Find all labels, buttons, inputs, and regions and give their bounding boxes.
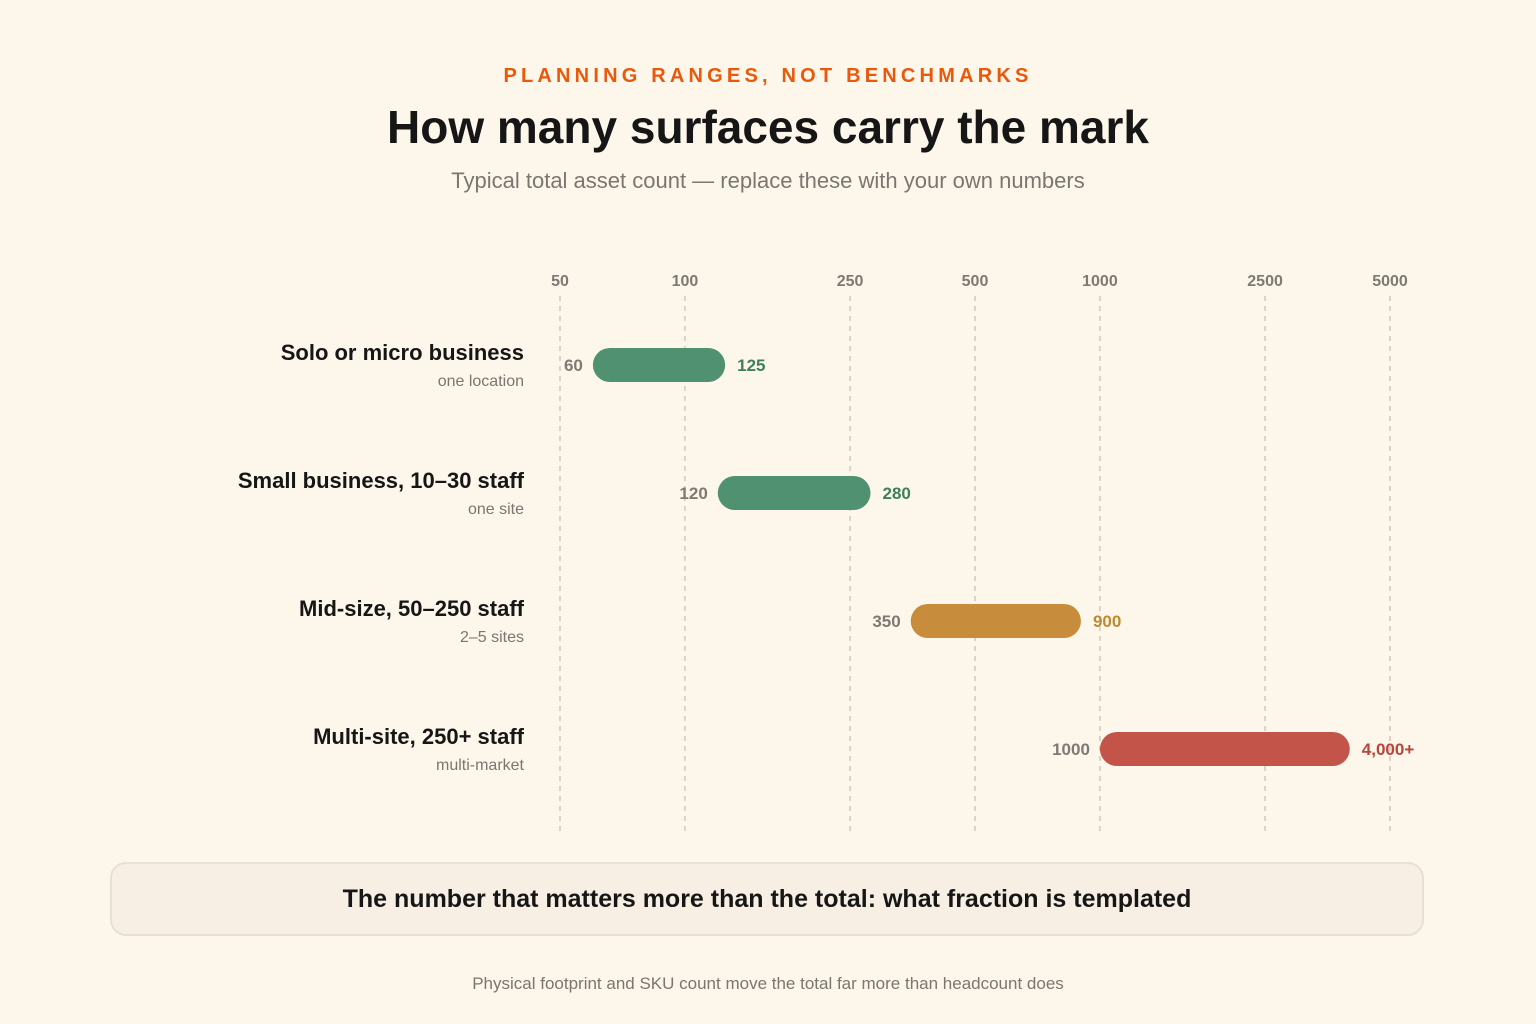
row-sublabel-2: 2–5 sites (460, 629, 524, 646)
range-low-label-0: 60 (564, 356, 583, 375)
row-label-0: Solo or micro business (281, 340, 524, 365)
chart-subtitle: Typical total asset count — replace thes… (451, 168, 1085, 193)
range-bar-1 (717, 476, 871, 510)
row-sublabel-1: one site (468, 501, 524, 518)
row-label-1: Small business, 10–30 staff (238, 468, 525, 493)
range-bar-0 (592, 348, 726, 382)
row-label-2: Mid-size, 50–250 staff (299, 596, 525, 621)
row-sublabel-0: one location (438, 373, 524, 390)
range-bar-2 (910, 604, 1081, 638)
range-bar-3 (1099, 732, 1350, 766)
chart-title: How many surfaces carry the mark (387, 101, 1149, 153)
tick-label-5000: 5000 (1372, 273, 1408, 290)
row-sublabel-3: multi-market (436, 757, 525, 774)
row-label-3: Multi-site, 250+ staff (313, 724, 525, 749)
range-chart: 50 100 250 500 1000 2500 5000 Solo or micro bus… (238, 273, 1415, 834)
range-low-label-3: 1000 (1052, 740, 1090, 759)
tick-label-500: 500 (962, 273, 989, 290)
chart-eyebrow: PLANNING RANGES, NOT BENCHMARKS (503, 65, 1033, 87)
tick-label-100: 100 (672, 273, 699, 290)
range-low-label-2: 350 (872, 612, 900, 631)
callout-text: The number that matters more than the to… (342, 884, 1192, 913)
tick-label-250: 250 (837, 273, 864, 290)
range-high-label-0: 125 (737, 356, 765, 375)
tick-label-50: 50 (551, 273, 569, 290)
range-high-label-2: 900 (1093, 612, 1121, 631)
footnote: Physical footprint and SKU count move th… (472, 974, 1064, 993)
tick-label-1000: 1000 (1082, 273, 1118, 290)
tick-label-2500: 2500 (1247, 273, 1283, 290)
range-high-label-1: 280 (882, 484, 910, 503)
range-high-label-3: 4,000+ (1362, 740, 1415, 759)
callout-box: The number that matters more than the to… (110, 862, 1424, 936)
range-low-label-1: 120 (679, 484, 707, 503)
